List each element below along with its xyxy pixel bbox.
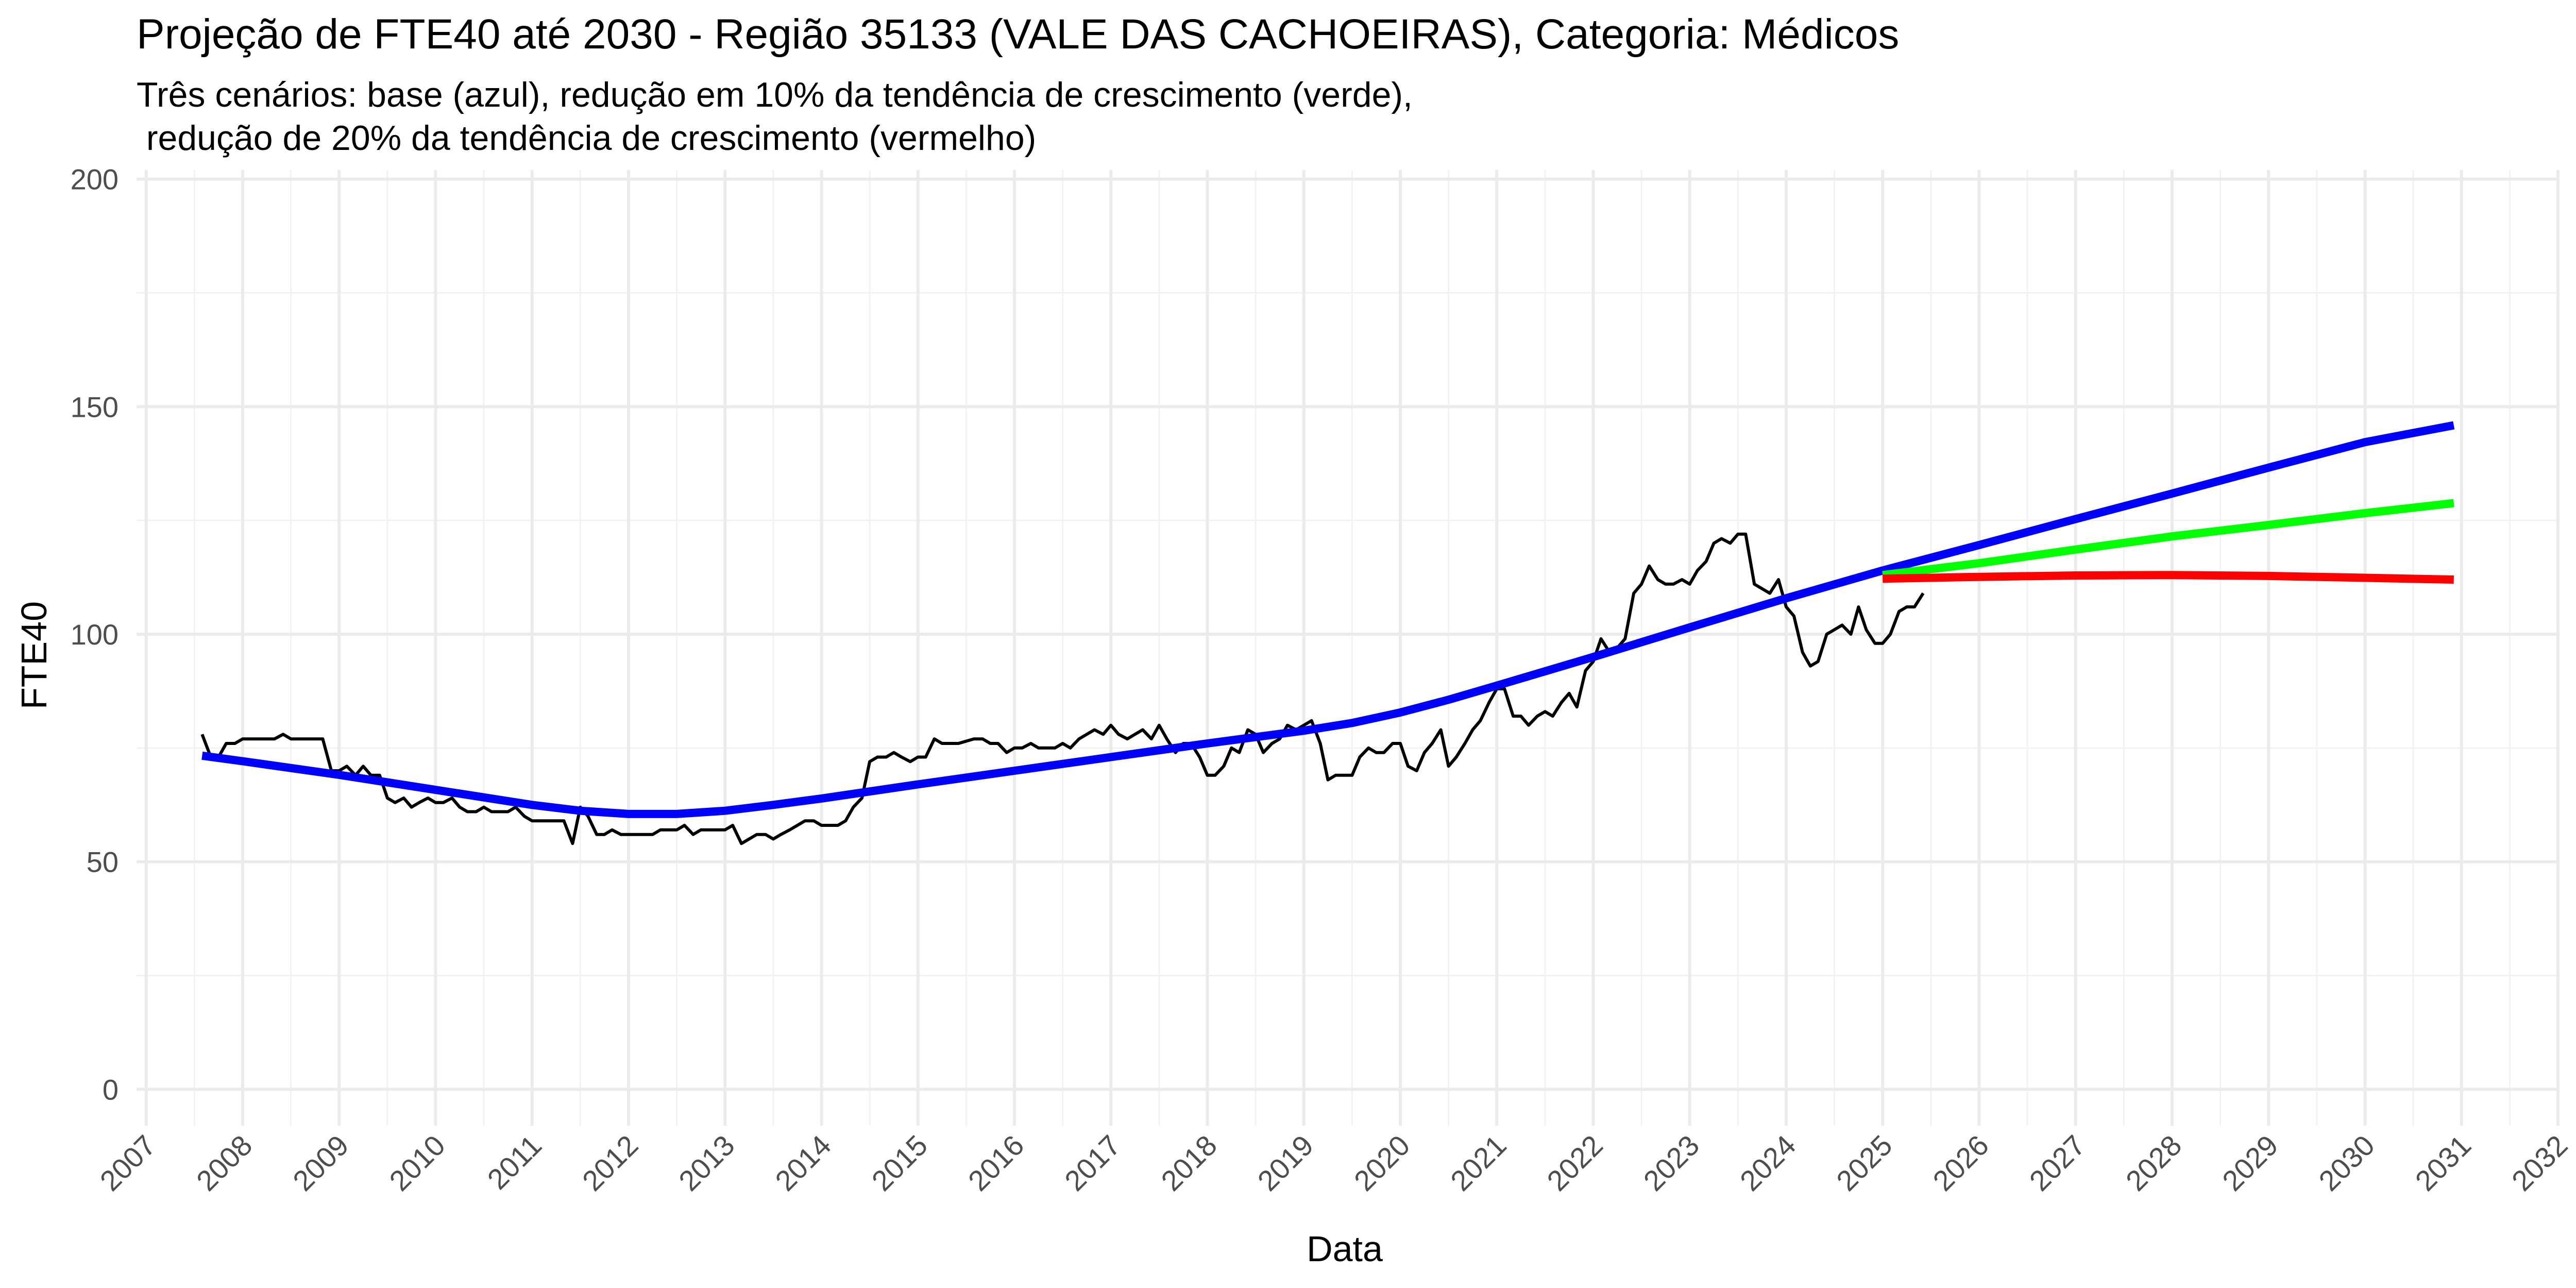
series-line-observed xyxy=(200,532,1925,845)
x-tick-label: 2016 xyxy=(962,1129,1030,1197)
y-axis-ticks: 0 50 100 150 200 xyxy=(71,163,118,1106)
y-tick-label: 150 xyxy=(71,391,118,423)
series-line-base xyxy=(201,421,2455,818)
x-tick-label: 2024 xyxy=(1734,1129,1802,1197)
subtitle-line-1: Três cenários: base (azul), redução em 1… xyxy=(137,75,1413,114)
major-grid xyxy=(137,170,2560,1126)
y-tick-label: 50 xyxy=(87,846,118,878)
x-tick-label: 2011 xyxy=(481,1129,548,1196)
y-tick-label: 100 xyxy=(71,618,118,651)
x-tick-label: 2030 xyxy=(2312,1129,2381,1197)
y-tick-label: 0 xyxy=(103,1073,118,1106)
x-tick-label: 2032 xyxy=(2505,1129,2574,1197)
x-tick-label: 2019 xyxy=(1251,1129,1320,1197)
x-tick-label: 2009 xyxy=(286,1129,355,1197)
x-tick-label: 2025 xyxy=(1830,1129,1899,1197)
x-tick-label: 2012 xyxy=(576,1129,645,1197)
x-axis-title: Data xyxy=(1307,1229,1383,1269)
x-tick-label: 2013 xyxy=(672,1129,741,1197)
x-tick-label: 2029 xyxy=(2216,1129,2284,1197)
minor-grid xyxy=(137,170,2558,1126)
series-group xyxy=(200,421,2455,845)
x-tick-label: 2026 xyxy=(1926,1129,1995,1197)
x-tick-label: 2031 xyxy=(2409,1129,2478,1197)
x-tick-label: 2027 xyxy=(2023,1129,2092,1197)
series-line-reduction-10 xyxy=(1882,499,2454,580)
x-tick-label: 2020 xyxy=(1348,1129,1416,1197)
x-tick-label: 2028 xyxy=(2120,1129,2188,1197)
chart-subtitle: Três cenários: base (azul), redução em 1… xyxy=(137,73,1413,160)
x-tick-label: 2021 xyxy=(1444,1129,1513,1197)
y-axis-title: FTE40 xyxy=(14,601,54,709)
x-axis-ticks: 2007 2008 2009 2010 2011 2012 2013 2014 2015 2016… xyxy=(94,1129,2574,1197)
x-tick-label: 2017 xyxy=(1058,1129,1127,1197)
x-tick-label: 2023 xyxy=(1637,1129,1706,1197)
x-tick-label: 2014 xyxy=(769,1129,837,1197)
x-tick-label: 2015 xyxy=(866,1129,934,1197)
series-line-reduction-20 xyxy=(1883,571,2454,584)
y-tick-label: 200 xyxy=(71,163,118,196)
subtitle-line-2: redução de 20% da tendência de crescimen… xyxy=(137,118,1037,158)
x-tick-label: 2008 xyxy=(190,1129,259,1197)
x-tick-label: 2010 xyxy=(383,1129,451,1197)
chart-title: Projeção de FTE40 até 2030 - Região 3513… xyxy=(137,11,1900,58)
x-tick-label: 2022 xyxy=(1540,1129,1609,1197)
x-tick-label: 2007 xyxy=(94,1129,162,1197)
x-tick-label: 2018 xyxy=(1155,1129,1223,1197)
